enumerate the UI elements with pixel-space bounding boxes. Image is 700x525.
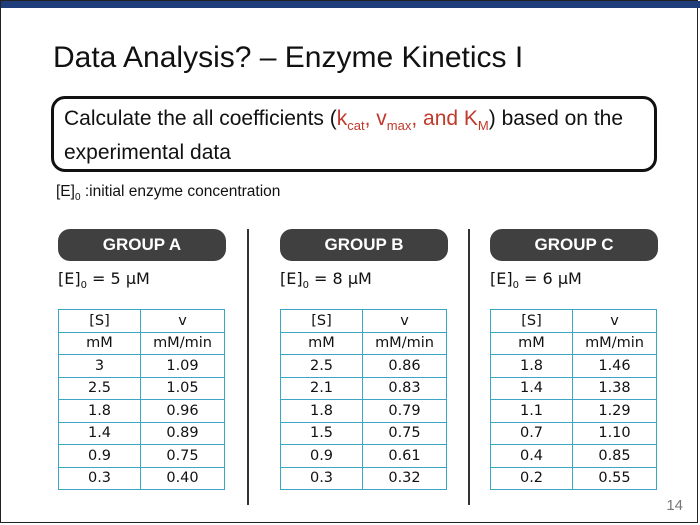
table-cell: 1.8 [490, 354, 573, 378]
table-cell: 0.32 [362, 466, 447, 490]
table-cell: 1.1 [490, 399, 573, 423]
table-row: 1.5 0.75 [280, 421, 447, 445]
table-cell: 1.4 [490, 376, 573, 400]
table-cell: 0.3 [280, 466, 363, 490]
table-cell: 0.9 [58, 444, 141, 468]
table-row: 0.2 0.55 [490, 466, 657, 490]
table-cell: 1.8 [58, 399, 141, 423]
task-text-part2: ) based on the experimental data [64, 107, 624, 165]
kinetics-table: [S] v mM mM/min 2.5 0.86 2.1 0.83 1.8 0.79 1.… [280, 309, 447, 490]
table-cell: 0.9 [280, 444, 363, 468]
top-accent-bar [1, 1, 700, 8]
table-cell: 0.2 [490, 466, 573, 490]
table-cell: mM [490, 331, 573, 355]
table-units-row: mM mM/min [490, 331, 657, 355]
task-sep1: , [364, 107, 377, 130]
table-cell: v [362, 309, 447, 333]
slide-title: Data Analysis? – Enzyme Kinetics I [53, 41, 524, 74]
table-cell: 1.46 [572, 354, 657, 378]
table-cell: 0.75 [140, 444, 225, 468]
table-cell: [S] [490, 309, 573, 333]
kinetics-table: [S] v mM mM/min 1.8 1.46 1.4 1.38 1.1 1.29 0.… [490, 309, 657, 490]
enzyme-conc-note: [E]0 :initial enzyme concentration [56, 183, 281, 204]
table-row: 0.9 0.75 [58, 444, 225, 468]
table-cell: 3 [58, 354, 141, 378]
group-divider [247, 229, 249, 505]
table-cell: 1.10 [572, 421, 657, 445]
table-units-row: mM mM/min [280, 331, 447, 355]
group-label: GROUP B [280, 229, 448, 261]
table-cell: 1.4 [58, 421, 141, 445]
table-units-row: mM mM/min [58, 331, 225, 355]
kinetics-table: [S] v mM mM/min 3 1.09 2.5 1.05 1.8 0.96 1.4 0… [58, 309, 225, 490]
table-cell: mM/min [140, 331, 225, 355]
group-label: GROUP A [58, 229, 226, 261]
vmax-symbol: vmax [376, 107, 412, 134]
table-cell: 0.86 [362, 354, 447, 378]
table-cell: mM/min [362, 331, 447, 355]
table-row: 0.3 0.32 [280, 466, 447, 490]
table-cell: [S] [58, 309, 141, 333]
table-row: 1.4 1.38 [490, 376, 657, 400]
table-row: 2.1 0.83 [280, 376, 447, 400]
table-cell: 1.8 [280, 399, 363, 423]
table-cell: 0.89 [140, 421, 225, 445]
group-enzyme-conc: [E]0 = 8 μM [280, 269, 372, 292]
table-cell: 2.1 [280, 376, 363, 400]
table-cell: 2.5 [280, 354, 363, 378]
table-header-row: [S] v [490, 309, 657, 333]
table-row: 0.4 0.85 [490, 444, 657, 468]
group-enzyme-conc: [E]0 = 6 μM [490, 269, 582, 292]
table-cell: mM [58, 331, 141, 355]
task-text-part1: Calculate the all coefficients ( [64, 107, 337, 130]
table-row: 2.5 0.86 [280, 354, 447, 378]
table-row: 1.8 1.46 [490, 354, 657, 378]
table-header-row: [S] v [280, 309, 447, 333]
table-row: 0.3 0.40 [58, 466, 225, 490]
table-cell: 0.75 [362, 421, 447, 445]
group-divider [468, 229, 470, 505]
table-cell: 0.79 [362, 399, 447, 423]
table-row: 0.9 0.61 [280, 444, 447, 468]
table-cell: 0.40 [140, 466, 225, 490]
table-cell: 1.29 [572, 399, 657, 423]
table-cell: 0.55 [572, 466, 657, 490]
table-cell: 0.4 [490, 444, 573, 468]
table-row: 1.4 0.89 [58, 421, 225, 445]
group-label: GROUP C [490, 229, 658, 261]
task-box: Calculate the all coefficients (kcat, vm… [51, 96, 657, 172]
group-enzyme-conc: [E]0 = 5 μM [58, 269, 150, 292]
table-cell: 2.5 [58, 376, 141, 400]
table-cell: mM/min [572, 331, 657, 355]
table-row: 1.8 0.96 [58, 399, 225, 423]
table-cell: v [572, 309, 657, 333]
table-cell: 1.5 [280, 421, 363, 445]
table-header-row: [S] v [58, 309, 225, 333]
table-cell: 0.7 [490, 421, 573, 445]
table-cell: 1.05 [140, 376, 225, 400]
kcat-symbol: kcat [336, 107, 365, 134]
table-row: 3 1.09 [58, 354, 225, 378]
table-cell: 0.3 [58, 466, 141, 490]
table-cell: mM [280, 331, 363, 355]
table-cell: 0.61 [362, 444, 447, 468]
table-row: 1.8 0.79 [280, 399, 447, 423]
table-cell: 1.09 [140, 354, 225, 378]
table-cell: [S] [280, 309, 363, 333]
km-symbol: , and KM [411, 107, 489, 134]
table-cell: 0.96 [140, 399, 225, 423]
table-cell: 0.85 [572, 444, 657, 468]
table-cell: 0.83 [362, 376, 447, 400]
table-row: 2.5 1.05 [58, 376, 225, 400]
table-cell: 1.38 [572, 376, 657, 400]
table-cell: v [140, 309, 225, 333]
table-row: 0.7 1.10 [490, 421, 657, 445]
page-number: 14 [666, 497, 683, 514]
table-row: 1.1 1.29 [490, 399, 657, 423]
